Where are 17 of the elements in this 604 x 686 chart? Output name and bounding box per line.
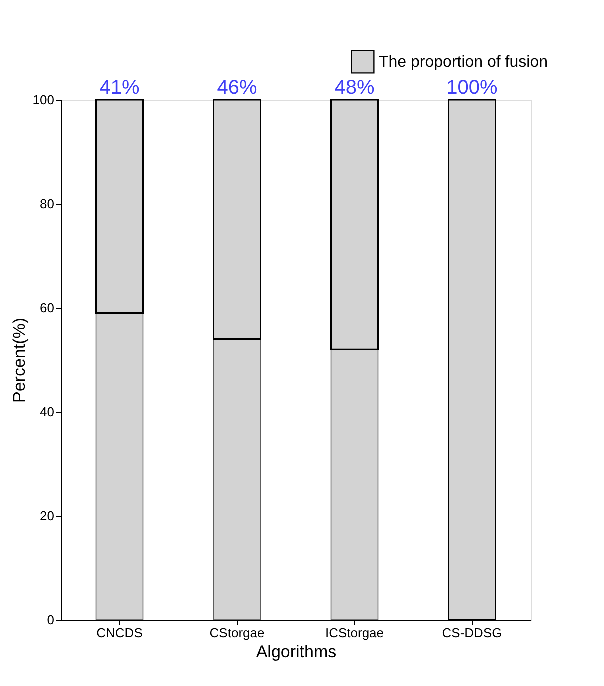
data-label: 46% [217,77,258,99]
y-tick-label: 40 [40,404,54,420]
y-tick-label: 0 [47,612,54,628]
y-tick-label: 80 [40,196,54,212]
y-tick-label: 60 [40,300,54,316]
x-tick-label: CS-DDSG [442,626,502,640]
data-label: 41% [100,77,140,99]
x-tick-label: ICStorgae [325,626,384,640]
x-tick-label: CStorgae [210,626,265,640]
y-axis-title: Percent(%) [10,318,29,404]
y-tick-label: 100 [32,92,54,108]
data-label: 48% [334,77,375,99]
x-axis-title: Algorithms [256,642,337,662]
legend-label: The proportion of fusion [379,54,548,71]
y-tick-label: 20 [40,508,54,524]
data-label: 100% [446,77,498,99]
x-tick-label: CNCDS [96,626,144,640]
